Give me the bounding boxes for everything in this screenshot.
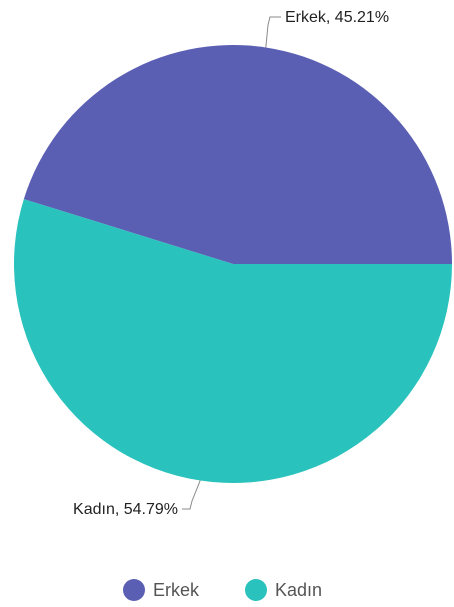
- leader-line-erkek: [265, 16, 281, 48]
- legend-label-kadın: Kadın: [275, 580, 322, 600]
- pie-slice-erkek[interactable]: [23, 45, 452, 264]
- pie-data-labels: Erkek, 45.21% Kadın, 54.79%: [73, 9, 389, 518]
- legend-label-erkek: Erkek: [153, 580, 200, 600]
- legend-item-erkek[interactable]: Erkek: [123, 579, 200, 601]
- pie-slice-kadın[interactable]: [13, 199, 452, 484]
- legend-item-kadın[interactable]: Kadın: [245, 579, 322, 601]
- legend-marker-kadın: [245, 579, 267, 601]
- legend: Erkek Kadın: [123, 579, 322, 601]
- leader-line-kadın: [182, 480, 201, 510]
- pie-slices: [13, 45, 452, 484]
- data-label-kadın: Kadın, 54.79%: [73, 501, 178, 518]
- data-label-erkek: Erkek, 45.21%: [285, 9, 389, 26]
- legend-marker-erkek: [123, 579, 145, 601]
